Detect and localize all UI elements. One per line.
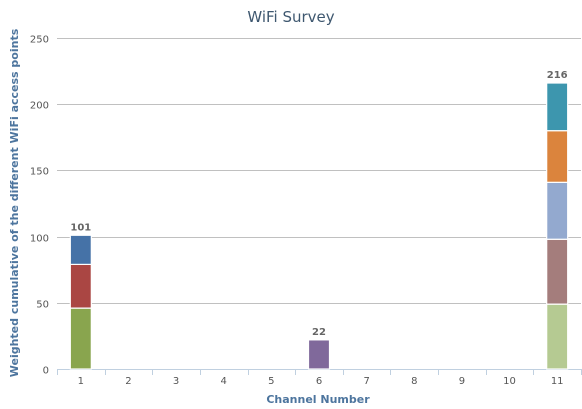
x-tick-label: 11 xyxy=(551,376,564,387)
x-tick-label: 6 xyxy=(316,376,322,387)
bar-segment xyxy=(546,238,569,305)
gridlines xyxy=(57,38,581,304)
y-tick-label: 50 xyxy=(36,300,49,311)
x-tick-label: 1 xyxy=(78,376,84,387)
bar-segment xyxy=(546,130,569,183)
bar-segment xyxy=(69,234,92,266)
y-tick-label: 200 xyxy=(30,101,49,112)
bar-segment xyxy=(546,303,569,370)
stack-total-label: 101 xyxy=(70,222,91,233)
chart-title: WiFi Survey xyxy=(247,8,334,26)
x-tick-label: 10 xyxy=(503,376,516,387)
y-tick-label: 100 xyxy=(30,234,49,245)
y-axis-title: Weighted cumulative of the different WiF… xyxy=(8,28,21,377)
x-tick-label: 3 xyxy=(173,376,179,387)
bar-segment xyxy=(69,263,92,309)
x-tick-label: 5 xyxy=(268,376,274,387)
stack-total-label: 216 xyxy=(547,70,568,81)
x-tick-label: 8 xyxy=(411,376,417,387)
bar-segment xyxy=(546,82,569,132)
x-axis: 1 2 3 4 5 6 7 8 9 10 11 xyxy=(57,369,582,387)
stack-total-label: 22 xyxy=(312,327,326,338)
x-axis-title: Channel Number xyxy=(266,393,370,406)
x-tick-label: 2 xyxy=(125,376,131,387)
bar-segment xyxy=(69,307,92,370)
y-axis-ticks: 0 50 100 150 200 250 xyxy=(30,35,49,377)
x-tick-label: 9 xyxy=(459,376,465,387)
x-tick-label: 4 xyxy=(221,376,227,387)
y-tick-label: 250 xyxy=(30,35,49,46)
bar-segment xyxy=(307,339,331,370)
y-tick-label: 150 xyxy=(30,167,49,178)
y-tick-label: 0 xyxy=(43,366,49,377)
stack-totals: 101 22 216 xyxy=(70,70,567,338)
bar-segment xyxy=(546,181,569,240)
bars xyxy=(69,82,569,370)
x-tick-label: 7 xyxy=(363,376,369,387)
